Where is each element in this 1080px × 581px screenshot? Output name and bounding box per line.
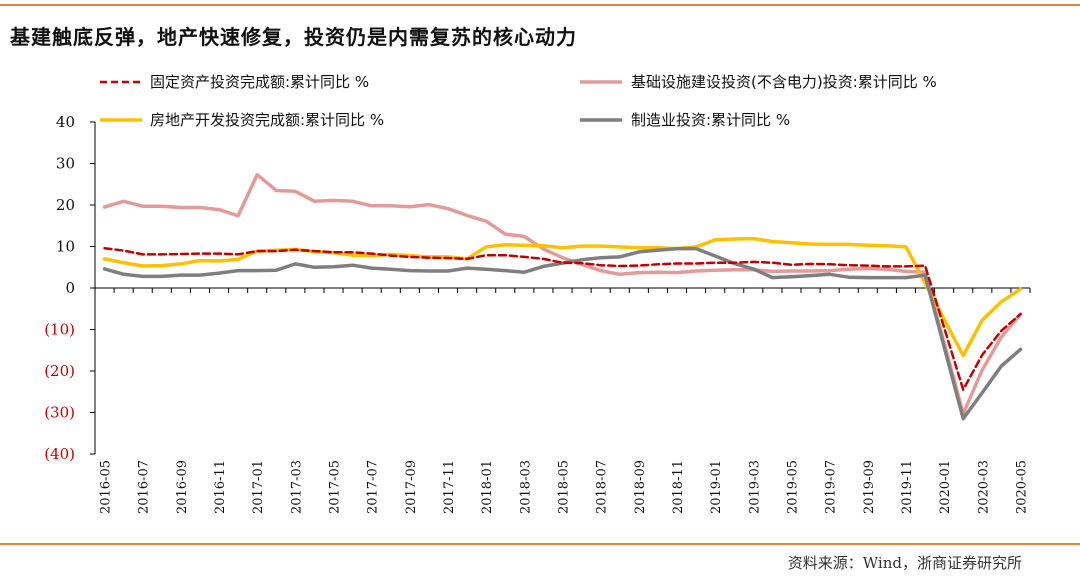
x-tick-label: 2017-09 (404, 460, 419, 514)
x-tick-label: 2018-05 (557, 460, 572, 514)
x-tick-label: 2019-03 (747, 460, 762, 514)
y-tick-label: 20 (56, 196, 75, 214)
y-tick-label: (40) (44, 445, 75, 463)
y-axis: 40 30 20 10 0 (10) (20) (30) (40) (44, 113, 96, 463)
x-tick-label: 2018-11 (671, 460, 686, 514)
x-tick-label: 2018-07 (595, 460, 610, 514)
y-tick-label: 10 (56, 238, 75, 256)
legend-label-3: 房地产开发投资完成额:累计同比 % (150, 111, 384, 129)
plot-area (102, 172, 1023, 421)
y-tick-label: 40 (56, 113, 75, 131)
source-note: 资料来源：Wind，浙商证券研究所 (787, 554, 1022, 572)
x-tick-label: 2020-03 (976, 460, 991, 514)
x-tick-label: 2017-07 (366, 460, 381, 514)
y-tick-label: 0 (65, 279, 75, 297)
x-tick-label: 2020-05 (1014, 460, 1029, 514)
legend-label-2: 基础设施建设投资(不含电力)投资:累计同比 % (631, 73, 937, 91)
series-line-1 (103, 246, 1022, 391)
series-line-3 (102, 236, 1023, 358)
series-line-2 (102, 172, 1023, 416)
x-tick-label: 2020-01 (938, 460, 953, 514)
x-tick-label: 2017-05 (328, 460, 343, 514)
top-divider (0, 4, 1080, 6)
x-axis: 2016-05 2016-07 2016-09 2016-11 2017-01 2017-… (94, 287, 1031, 514)
legend-label-1: 固定资产投资完成额:累计同比 % (150, 73, 369, 91)
x-tick-label: 2018-03 (518, 460, 533, 514)
x-tick-label: 2017-11 (442, 460, 457, 514)
legend-label-4: 制造业投资:累计同比 % (631, 111, 790, 129)
x-tick-label: 2016-05 (99, 460, 114, 514)
x-tick-label: 2018-01 (480, 460, 495, 514)
x-tick-label: 2018-09 (633, 460, 648, 514)
x-tick-label: 2017-03 (289, 460, 304, 514)
legend: 固定资产投资完成额:累计同比 % 基础设施建设投资(不含电力)投资:累计同比 % 房… (100, 73, 937, 129)
chart-title: 基建触底反弹，地产快速修复，投资仍是内需复苏的核心动力 (10, 25, 577, 49)
x-tick-label: 2017-01 (251, 460, 266, 514)
bottom-divider (0, 543, 1080, 545)
x-tick-label: 2016-09 (175, 460, 190, 514)
series-line-4 (102, 246, 1023, 421)
y-tick-label: 30 (56, 155, 75, 173)
x-tick-label: 2019-09 (862, 460, 877, 514)
y-tick-label: (10) (44, 321, 75, 339)
x-tick-label: 2016-07 (137, 460, 152, 514)
x-tick-label: 2019-01 (709, 460, 724, 514)
y-tick-label: (20) (44, 362, 75, 380)
y-tick-label: (30) (44, 404, 75, 422)
x-tick-label: 2019-07 (824, 460, 839, 514)
x-tick-label: 2016-11 (213, 460, 228, 514)
x-tick-label: 2019-11 (900, 460, 915, 514)
x-tick-label: 2019-05 (785, 460, 800, 514)
